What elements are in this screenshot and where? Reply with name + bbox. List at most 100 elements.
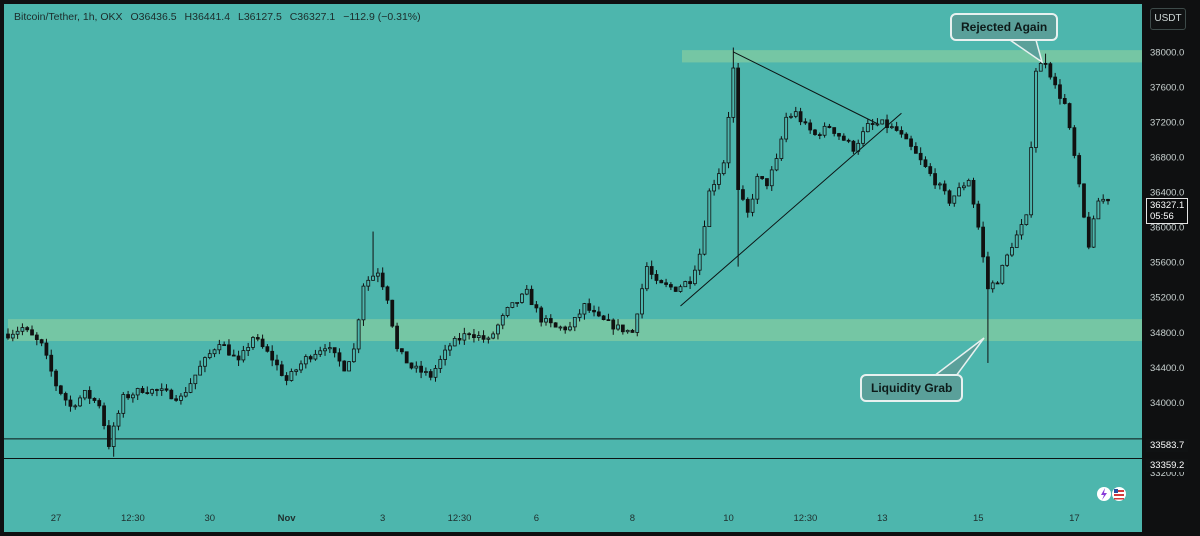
candle-body xyxy=(817,134,822,136)
plot-area[interactable] xyxy=(4,4,1142,506)
candle-body xyxy=(428,371,433,378)
candle-body xyxy=(1000,264,1005,284)
x-tick-label: 30 xyxy=(204,513,215,524)
candle-body xyxy=(327,347,332,350)
candle-body xyxy=(544,318,548,323)
candle-body xyxy=(640,288,644,315)
candle-body xyxy=(620,324,625,333)
candle-body xyxy=(846,139,851,142)
candle-body xyxy=(400,348,404,353)
candle-body xyxy=(164,388,169,391)
candle-body xyxy=(140,388,145,393)
candle-body xyxy=(875,123,880,126)
candle-body xyxy=(832,127,837,134)
candle-body xyxy=(472,334,476,338)
flag-stripe xyxy=(1114,494,1124,496)
candle-body xyxy=(736,67,741,190)
liquidity-grab-callout[interactable]: Liquidity Grab xyxy=(860,374,964,402)
candle-body xyxy=(289,371,294,381)
candle-body xyxy=(582,303,587,315)
lightning-glyph xyxy=(1101,488,1107,500)
y-tick-label: 35600.0 xyxy=(1150,258,1184,269)
candles-layer xyxy=(6,47,1110,457)
candle-body xyxy=(611,319,616,330)
candle-body xyxy=(1043,63,1048,65)
candle-body xyxy=(630,329,635,333)
candle-body xyxy=(457,337,462,341)
candle-body xyxy=(827,125,832,128)
candle-body xyxy=(803,121,808,124)
candle-body xyxy=(39,339,44,344)
candle-body xyxy=(741,189,745,200)
candle-body xyxy=(496,324,500,335)
candle-body xyxy=(366,279,371,287)
y-tick-labels: 38000.0 37600.0 37200.0 36800.0 36400.0 36000… xyxy=(1150,47,1184,479)
candle-body xyxy=(433,368,438,378)
x-tick-label: 17 xyxy=(1069,513,1080,524)
currency-button[interactable]: USDT xyxy=(1150,8,1186,30)
last-price-value: 36327.1 xyxy=(1150,200,1185,211)
candle-body xyxy=(1014,234,1019,248)
symbol-title[interactable]: Bitcoin/Tether, 1h, OKX xyxy=(14,11,123,23)
candle-body xyxy=(236,355,241,361)
candle-body xyxy=(462,333,467,341)
candle-body xyxy=(505,307,510,316)
flag-stripe xyxy=(1114,498,1124,500)
candle-body xyxy=(188,383,193,393)
candle-body xyxy=(337,352,342,362)
candle-body xyxy=(265,346,270,352)
candle-body xyxy=(270,350,275,361)
candle-body xyxy=(1096,200,1101,220)
candle-body xyxy=(1024,214,1029,225)
candle-body xyxy=(731,67,736,118)
candle-body xyxy=(601,315,606,321)
candle-body xyxy=(279,364,284,376)
candle-body xyxy=(217,344,222,351)
candle-body xyxy=(1010,247,1014,256)
candle-body xyxy=(572,317,577,328)
candle-body xyxy=(664,282,668,285)
candle-body xyxy=(793,111,798,117)
candle-body xyxy=(726,116,731,164)
candle-body xyxy=(174,398,179,401)
candle-body xyxy=(1029,147,1034,216)
y-tick-label: 38000.0 xyxy=(1150,47,1184,58)
y-tick-label: 35200.0 xyxy=(1150,293,1184,304)
candle-body xyxy=(491,333,496,339)
candle-body xyxy=(294,369,299,372)
candle-body xyxy=(318,350,323,355)
time-axis[interactable] xyxy=(4,506,1142,532)
candle-body xyxy=(870,123,875,125)
candle-body xyxy=(981,226,985,258)
candle-body xyxy=(837,133,841,137)
candle-body xyxy=(332,347,337,354)
candle-body xyxy=(54,370,58,387)
levels-layer xyxy=(4,438,1142,460)
candle-body xyxy=(986,256,990,290)
rejected-again-callout[interactable]: Rejected Again xyxy=(950,13,1059,41)
price-axis[interactable] xyxy=(1142,4,1196,506)
candle-body xyxy=(534,304,539,309)
y-tick-label: 34800.0 xyxy=(1150,328,1184,339)
ohlc-high: H36441.4 xyxy=(184,11,231,23)
ohlc-close: C36327.1 xyxy=(289,11,336,23)
x-tick-label: Nov xyxy=(278,513,297,524)
candle-body xyxy=(899,130,904,135)
candle-body xyxy=(1038,63,1043,72)
candle-body xyxy=(111,425,116,447)
candle-body xyxy=(73,405,78,408)
candle-body xyxy=(702,226,707,255)
candle-body xyxy=(750,198,755,213)
bar-countdown: 05:56 xyxy=(1150,211,1174,222)
candle-body xyxy=(183,391,188,397)
candle-body xyxy=(1048,63,1053,78)
candle-body xyxy=(150,389,154,394)
candle-body xyxy=(966,179,971,187)
candle-body xyxy=(668,284,673,288)
candle-body xyxy=(913,146,918,154)
candle-body xyxy=(1053,76,1058,86)
candle-body xyxy=(34,334,39,340)
candle-body xyxy=(92,397,97,401)
